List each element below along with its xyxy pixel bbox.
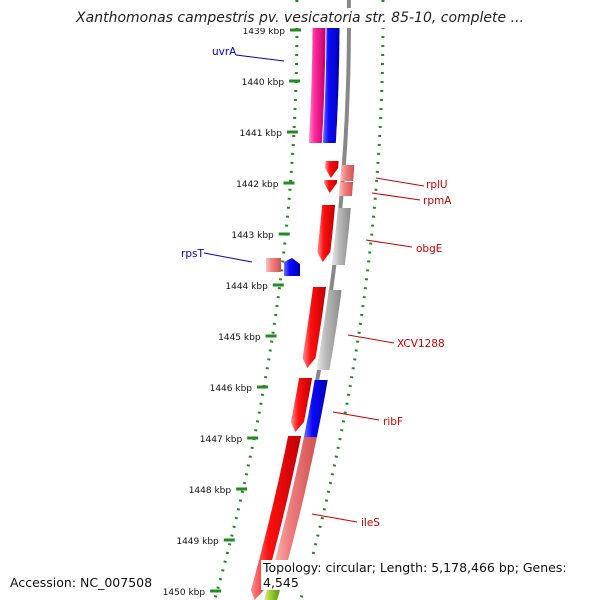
tick-label-1: 1440 kbp (242, 78, 285, 88)
gene-labels: uvrA rplU rpmA obgE rpsT XCV1288 ribF ileS (181, 46, 452, 529)
gene-rpmA-track (338, 182, 354, 196)
tick-label-0: 1439 kbp (243, 27, 286, 37)
gene-next-green (264, 590, 280, 600)
gene-rpsT (284, 258, 300, 276)
tick-label-4: 1443 kbp (231, 231, 274, 241)
label-leader-uvrA (235, 54, 285, 62)
inner-dotted-ring (299, 0, 385, 600)
gene-label-rpmA: rpmA (423, 195, 452, 207)
tick-label-7: 1446 kbp (210, 384, 253, 394)
label-leader-ribF (332, 411, 380, 421)
gene-obgE (317, 205, 336, 262)
label-leader-obgE (365, 239, 413, 248)
tick-label-8: 1447 kbp (200, 435, 243, 445)
gene-label-ribF: ribF (383, 416, 403, 428)
gene-label-rplU: rplU (426, 179, 448, 191)
gene-XCV1288-track (316, 290, 342, 370)
gene-rplU (325, 161, 339, 178)
gene-ileS-track (269, 437, 317, 580)
accession-text: Accession: NC_007508 (8, 575, 155, 590)
gene-label-rpsT: rpsT (181, 248, 204, 260)
gene-XCV1288 (302, 287, 326, 368)
gene-rpmA (324, 180, 338, 193)
label-leader-rplU (375, 177, 425, 187)
tick-label-11: 1450 kbp (163, 588, 206, 598)
label-leader-ileS (311, 513, 358, 523)
map-title: Xanthomonas campestris pv. vesicatoria s… (0, 8, 600, 28)
gene-obgE-track (331, 208, 351, 265)
label-leader-XCV1288 (347, 334, 395, 344)
position-ticks: 1439 kbp 1440 kbp 1441 kbp 1442 kbp 1443 kbp… (163, 27, 301, 598)
gene-uvrA-partial-magenta (308, 20, 326, 143)
gene-rplU-track (340, 165, 355, 181)
gene-ileS (250, 436, 302, 600)
gene-label-XCV1288: XCV1288 (397, 338, 445, 350)
gene-ribF-track (303, 380, 328, 437)
label-leader-rpmA (371, 192, 421, 201)
gene-label-uvrA: uvrA (212, 46, 237, 58)
gene-uvrA-blue (322, 20, 340, 143)
tick-label-5: 1444 kbp (225, 282, 268, 292)
dotted-guide-rings (213, 0, 385, 600)
label-leader-rpsT (203, 252, 253, 263)
gene-label-ileS: ileS (361, 517, 380, 529)
tick-label-2: 1441 kbp (240, 129, 283, 139)
tick-label-9: 1448 kbp (189, 486, 232, 496)
gene-features (250, 20, 355, 600)
gene-rpsT-track (266, 258, 281, 272)
tick-label-6: 1445 kbp (218, 333, 261, 343)
gene-label-obgE: obgE (416, 243, 442, 255)
tick-label-3: 1442 kbp (236, 180, 279, 190)
tick-label-10: 1449 kbp (176, 537, 219, 547)
topology-text: Topology: circular; Length: 5,178,466 bp… (261, 560, 600, 590)
gene-ribF (290, 378, 313, 432)
outer-dotted-ring (213, 0, 299, 600)
